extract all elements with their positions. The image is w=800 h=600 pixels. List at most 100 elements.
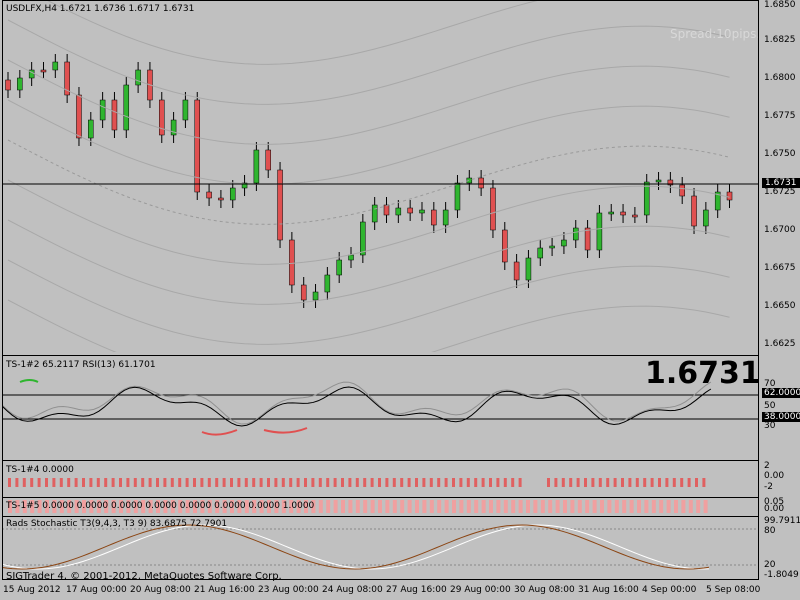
- candle-body: [584, 227, 591, 251]
- ts5-bar: [600, 500, 604, 513]
- ts5-bar: [681, 500, 686, 513]
- ts5-bar: [481, 500, 486, 513]
- ts5-bar: [651, 500, 656, 513]
- candle-body: [111, 99, 118, 131]
- time-tick: 23 Aug 00:00: [258, 585, 319, 595]
- ts4-bar: [496, 478, 500, 487]
- ts4-bar: [650, 478, 654, 487]
- candle-body: [324, 274, 331, 293]
- rsi-oversold-mark: [263, 427, 308, 434]
- ts5-bar: [178, 500, 183, 513]
- ts4-bar: [318, 478, 322, 487]
- ts4-bar: [385, 478, 389, 487]
- candle-body: [360, 221, 366, 256]
- ts4-bar: [333, 478, 337, 487]
- ts4-bar: [22, 478, 26, 487]
- ts5-chart[interactable]: [2, 498, 759, 515]
- envelope-band: [7, 59, 730, 145]
- price-axis[interactable]: 1.6850 1.6825 1.6800 1.6775 1.6750 1.672…: [760, 0, 800, 352]
- ts4-bar: [680, 478, 684, 487]
- candle-body: [241, 182, 248, 189]
- ts4-bar: [695, 478, 698, 487]
- candle-body: [312, 291, 319, 301]
- ts4-bar: [348, 478, 352, 487]
- ts4-bar: [37, 478, 41, 487]
- ts5-bar: [274, 500, 279, 513]
- price-tick: 1.6825: [764, 35, 796, 45]
- candle-body: [679, 184, 685, 197]
- ts5-bar: [244, 500, 249, 513]
- ts4-bar: [230, 478, 233, 487]
- rsi-chart[interactable]: [2, 356, 759, 458]
- ts4-pane[interactable]: TS-1#4 0.0000: [2, 460, 759, 496]
- current-price-badge: 1.6731: [762, 178, 800, 188]
- time-tick: 27 Aug 16:00: [386, 585, 447, 595]
- time-tick: 30 Aug 08:00: [514, 585, 575, 595]
- candle-body: [348, 254, 354, 261]
- ts4-bar: [392, 478, 396, 487]
- ts4-bar: [591, 478, 595, 487]
- candle-body: [64, 61, 70, 96]
- ts4-bar: [672, 478, 676, 487]
- price-chart[interactable]: [2, 0, 759, 352]
- ts5-pane[interactable]: TS-1#5 0.0000 0.0000 0.0000 0.0000 0.000…: [2, 497, 759, 515]
- candle-body: [265, 149, 271, 171]
- ts4-bar: [643, 478, 647, 487]
- ts5-bar: [89, 500, 94, 513]
- stochastic-pane[interactable]: Rads Stochastic T3(9,4,3, T3 9) 83.6875 …: [2, 516, 759, 582]
- candle-body: [620, 211, 626, 216]
- stochastic-axis: 99.7911 80 20 -1.8049: [760, 516, 800, 580]
- time-tick: 17 Aug 00:00: [66, 585, 127, 595]
- ts4-chart[interactable]: [2, 461, 759, 496]
- ts4-bar: [518, 478, 522, 487]
- candle-body: [608, 211, 614, 215]
- ts5-bar: [577, 500, 582, 513]
- ts5-bar: [666, 500, 671, 513]
- price-chart-pane[interactable]: USDLFX,H4 1.6721 1.6736 1.6717 1.6731 Sp…: [2, 0, 760, 352]
- big-price: 1.6731: [645, 356, 761, 391]
- ts4-bar: [8, 478, 11, 487]
- ts4-bar: [665, 478, 669, 487]
- time-axis[interactable]: 15 Aug 2012 17 Aug 00:00 20 Aug 08:00 21…: [0, 583, 800, 600]
- ts5-bar: [688, 500, 693, 513]
- ts5-bar: [703, 500, 708, 513]
- envelope-band: [7, 179, 730, 265]
- ts4-bar: [45, 478, 48, 487]
- ts5-bar: [607, 500, 612, 513]
- ts4-bar: [378, 478, 381, 487]
- candle-body: [490, 187, 496, 231]
- ts4-bar: [474, 478, 478, 487]
- ts4-bar: [52, 478, 56, 487]
- ts5-bar: [207, 500, 212, 513]
- ts5-bar: [126, 500, 131, 513]
- ts5-bar: [622, 500, 627, 513]
- ts5-bar: [82, 500, 86, 513]
- candle-body: [182, 99, 189, 121]
- ts4-bar: [296, 478, 300, 487]
- ts4-bar: [237, 478, 241, 487]
- ts5-bar: [96, 500, 101, 513]
- ts5-bar: [281, 500, 286, 513]
- ts5-bar: [215, 500, 220, 513]
- ts5-bar: [326, 500, 331, 513]
- ts5-bar: [370, 500, 375, 513]
- candle-body: [99, 99, 106, 121]
- ts4-tick: -2: [764, 482, 773, 492]
- stochastic-chart[interactable]: [2, 517, 759, 581]
- ts5-bar: [8, 500, 12, 513]
- ts4-bar: [267, 478, 270, 487]
- candle-body: [655, 179, 662, 183]
- stoch-tick: 20: [764, 560, 776, 570]
- ts4-bar: [569, 478, 573, 487]
- ts5-bar: [459, 500, 464, 513]
- rsi-pane[interactable]: TS-1#2 65.2117 RSI(13) 61.1701 1.6731: [2, 355, 761, 458]
- candle-body: [537, 247, 544, 259]
- ts4-bar: [547, 478, 550, 487]
- ts4-bar: [503, 478, 507, 487]
- ts4-bar: [104, 478, 108, 487]
- candle-body: [336, 259, 342, 276]
- ts4-bar: [111, 478, 115, 487]
- stoch-tick: 99.7911: [764, 516, 800, 526]
- ts5-bar: [22, 500, 27, 513]
- ts4-bar: [444, 478, 448, 487]
